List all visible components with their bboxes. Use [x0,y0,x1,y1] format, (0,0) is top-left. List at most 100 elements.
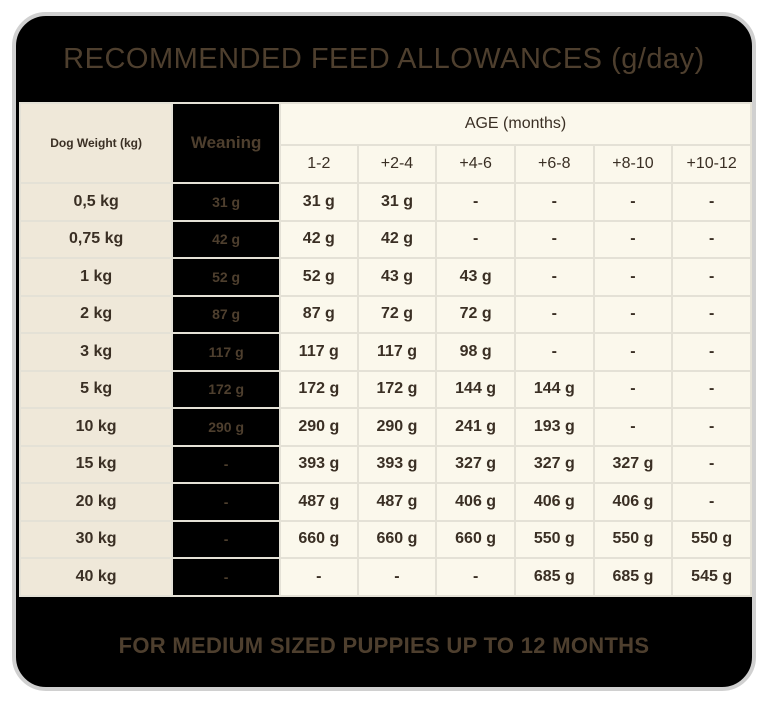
allowance-cell: 406 g [592,482,674,522]
allowance-cell: 172 g [278,369,359,409]
allowance-cell: 550 g [592,519,674,559]
header-weaning: Weaning [171,102,281,184]
allowance-cell: 43 g [435,257,516,297]
allowance-cell: 327 g [592,444,674,484]
allowance-cell: 550 g [513,519,595,559]
allowance-cell: 660 g [356,519,438,559]
feed-chart-card: RECOMMENDED FEED ALLOWANCES (g/day) Dog … [12,12,756,691]
allowance-cell: 393 g [278,444,359,484]
weight-cell: 20 kg [18,482,174,522]
header-age-group: +6-8 [513,144,595,184]
table-row: 0,5 kg 31 g 31 g 31 g---- [18,182,752,222]
weight-cell: 0,75 kg [18,219,174,259]
allowance-cell: 87 g [278,294,359,334]
weight-cell: 2 kg [18,294,174,334]
allowance-cell: 193 g [513,407,595,447]
allowance-cell: 327 g [513,444,595,484]
allowance-cell: - [671,444,752,484]
weaning-cell: 172 g [171,369,281,409]
allowance-cell: - [592,407,674,447]
weight-cell: 5 kg [18,369,174,409]
allowance-cell: - [513,257,595,297]
allowance-cell: 393 g [356,444,438,484]
table-row: 15 kg -393 g 393 g 327 g 327 g 327 g- [18,444,752,484]
weight-cell: 15 kg [18,444,174,484]
weight-cell: 3 kg [18,332,174,372]
table-row: 10 kg 290 g 290 g 290 g 241 g 193 g-- [18,407,752,447]
allowance-cell: 487 g [278,482,359,522]
allowance-cell: 290 g [356,407,438,447]
allowance-cell: - [671,182,752,222]
allowance-cell: 72 g [435,294,516,334]
weaning-cell: - [171,557,281,597]
allowance-cell: 43 g [356,257,438,297]
allowance-cell: - [671,257,752,297]
allowance-cell: 660 g [435,519,516,559]
allowance-cell: 98 g [435,332,516,372]
table-row: 1 kg 52 g 52 g 43 g 43 g--- [18,257,752,297]
allowance-cell: 172 g [356,369,438,409]
table-row: 3 kg 117 g 117 g 117 g 98 g--- [18,332,752,372]
allowance-cell: - [513,332,595,372]
allowance-cell: - [435,182,516,222]
weaning-cell: 31 g [171,182,281,222]
allowance-cell: 487 g [356,482,438,522]
feed-table: Dog Weight (kg) Weaning AGE (months) 1-2… [18,102,752,597]
allowance-cell: 545 g [671,557,752,597]
chart-title: RECOMMENDED FEED ALLOWANCES (g/day) [63,42,705,75]
table-row: 0,75 kg 42 g 42 g 42 g---- [18,219,752,259]
allowance-cell: 685 g [592,557,674,597]
chart-footer: FOR MEDIUM SIZED PUPPIES UP TO 12 MONTHS [118,633,650,658]
allowance-cell: 406 g [435,482,516,522]
allowance-cell: - [592,219,674,259]
allowance-cell: 52 g [278,257,359,297]
allowance-cell: 31 g [278,182,359,222]
weaning-cell: 290 g [171,407,281,447]
allowance-cell: - [592,257,674,297]
allowance-cell: - [592,182,674,222]
allowance-cell: 241 g [435,407,516,447]
weaning-cell: - [171,482,281,522]
allowance-cell: 144 g [435,369,516,409]
table-row: 2 kg 87 g 87 g 72 g 72 g--- [18,294,752,334]
header-age: AGE (months) [278,102,752,146]
header-dog-weight: Dog Weight (kg) [18,102,174,184]
allowance-cell: 406 g [513,482,595,522]
allowance-cell: - [671,294,752,334]
allowance-cell: 660 g [278,519,359,559]
allowance-cell: - [435,557,516,597]
allowance-cell: - [435,219,516,259]
weaning-cell: - [171,444,281,484]
header-age-group: +4-6 [435,144,516,184]
allowance-cell: 117 g [356,332,438,372]
allowance-cell: 685 g [513,557,595,597]
allowance-cell: - [671,407,752,447]
allowance-cell: 42 g [356,219,438,259]
allowance-cell: 327 g [435,444,516,484]
allowance-cell: - [592,369,674,409]
allowance-cell: - [671,482,752,522]
allowance-cell: 117 g [278,332,359,372]
allowance-cell: 31 g [356,182,438,222]
header-age-group: 1-2 [278,144,359,184]
weight-cell: 40 kg [18,557,174,597]
header-age-group: +8-10 [592,144,674,184]
weight-cell: 10 kg [18,407,174,447]
allowance-cell: - [513,294,595,334]
allowance-cell: - [592,294,674,334]
allowance-cell: 550 g [671,519,752,559]
weight-cell: 0,5 kg [18,182,174,222]
weaning-cell: - [171,519,281,559]
weight-cell: 1 kg [18,257,174,297]
weaning-cell: 52 g [171,257,281,297]
allowance-cell: - [278,557,359,597]
allowance-cell: - [513,219,595,259]
weaning-cell: 42 g [171,219,281,259]
weaning-cell: 87 g [171,294,281,334]
table-row: 5 kg 172 g 172 g 172 g 144 g 144 g-- [18,369,752,409]
table-row: 30 kg -660 g 660 g 660 g 550 g 550 g 550 g [18,519,752,559]
table-row: 40 kg - - - -685 g 685 g 545 g [18,557,752,597]
allowance-cell: 144 g [513,369,595,409]
header-age-group: +2-4 [356,144,438,184]
weight-cell: 30 kg [18,519,174,559]
